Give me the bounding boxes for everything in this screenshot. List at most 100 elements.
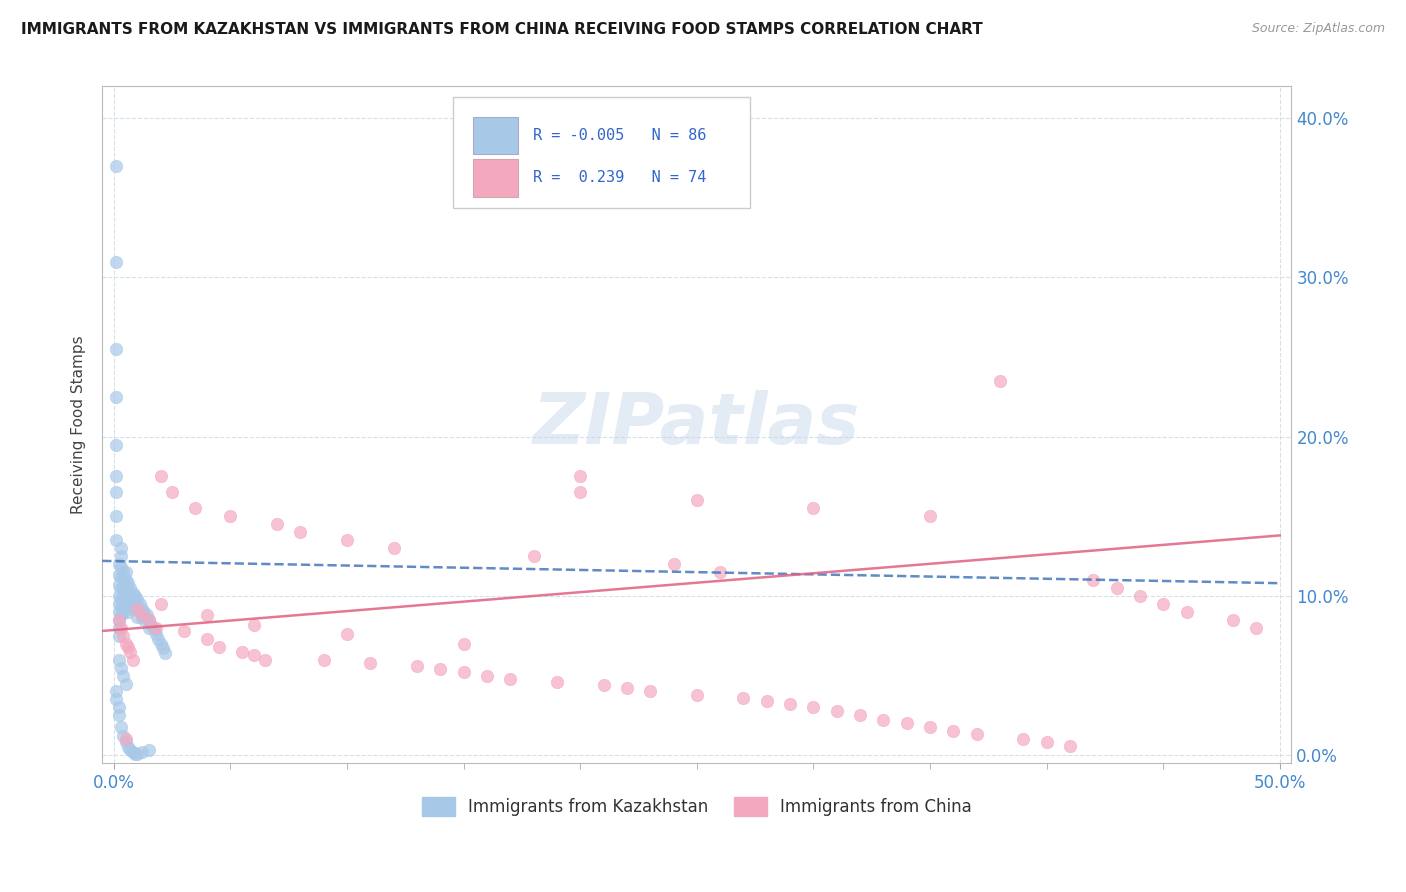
Point	[686, 493, 709, 508]
Point	[1129, 589, 1152, 603]
Point	[406, 659, 429, 673]
Point	[1105, 581, 1128, 595]
Point	[145, 621, 167, 635]
Point	[107, 597, 129, 611]
Point	[160, 485, 183, 500]
Point	[107, 605, 129, 619]
Point	[149, 469, 172, 483]
Point	[453, 665, 475, 680]
Point	[114, 637, 136, 651]
Point	[184, 501, 207, 516]
Point	[105, 342, 128, 356]
Point	[127, 609, 149, 624]
Point	[124, 597, 146, 611]
Point	[107, 613, 129, 627]
Point	[131, 609, 153, 624]
Point	[107, 708, 129, 723]
Point	[110, 600, 132, 615]
Point	[120, 581, 142, 595]
Point	[1175, 605, 1198, 619]
Point	[117, 605, 139, 619]
Point	[896, 716, 918, 731]
Point	[114, 592, 136, 607]
Point	[569, 469, 592, 483]
FancyBboxPatch shape	[453, 96, 751, 208]
Point	[124, 589, 146, 603]
Point	[1222, 613, 1244, 627]
Point	[131, 601, 153, 615]
Point	[112, 581, 135, 595]
Text: R = -0.005   N = 86: R = -0.005 N = 86	[533, 128, 706, 143]
Point	[114, 565, 136, 579]
Point	[638, 684, 661, 698]
Point	[107, 578, 129, 592]
Point	[105, 437, 128, 451]
Point	[141, 617, 163, 632]
Point	[849, 708, 872, 723]
Point	[105, 692, 128, 706]
Point	[138, 613, 160, 627]
Point	[124, 747, 146, 761]
Point	[231, 645, 253, 659]
Point	[117, 576, 139, 591]
Point	[918, 509, 941, 524]
Point	[112, 573, 135, 587]
Y-axis label: Receiving Food Stamps: Receiving Food Stamps	[72, 335, 86, 514]
Point	[107, 557, 129, 571]
Point	[135, 608, 157, 623]
Point	[110, 581, 132, 595]
Point	[114, 573, 136, 587]
Point	[1012, 732, 1035, 747]
Point	[1035, 735, 1057, 749]
Point	[121, 593, 143, 607]
Point	[105, 254, 128, 268]
Point	[107, 568, 129, 582]
Point	[336, 533, 359, 548]
Point	[121, 652, 143, 666]
Point	[546, 674, 568, 689]
Point	[173, 624, 195, 638]
Point	[290, 525, 312, 540]
Point	[110, 570, 132, 584]
Point	[145, 627, 167, 641]
Point	[803, 700, 825, 714]
Point	[1059, 739, 1081, 753]
Text: R =  0.239   N = 74: R = 0.239 N = 74	[533, 170, 706, 186]
Point	[107, 652, 129, 666]
Point	[966, 727, 988, 741]
Point	[148, 632, 170, 646]
Point	[662, 557, 685, 571]
Point	[242, 648, 264, 662]
Point	[382, 541, 405, 556]
Point	[127, 592, 149, 607]
Point	[107, 629, 129, 643]
Point	[149, 637, 172, 651]
Point	[153, 646, 176, 660]
Point	[112, 565, 135, 579]
Point	[112, 629, 135, 643]
Point	[127, 600, 149, 615]
Point	[114, 676, 136, 690]
Point	[1083, 573, 1105, 587]
Point	[569, 485, 592, 500]
Point	[755, 694, 778, 708]
Point	[152, 641, 174, 656]
Point	[138, 743, 160, 757]
Point	[117, 640, 139, 654]
Point	[499, 672, 522, 686]
Point	[105, 159, 128, 173]
Point	[121, 586, 143, 600]
Point	[110, 560, 132, 574]
Point	[105, 684, 128, 698]
Point	[219, 509, 242, 524]
Point	[709, 565, 731, 579]
Point	[918, 719, 941, 733]
Point	[112, 589, 135, 603]
Point	[523, 549, 546, 563]
Point	[988, 374, 1011, 388]
Point	[112, 668, 135, 682]
Point	[1152, 597, 1174, 611]
Point	[142, 623, 165, 637]
Point	[110, 549, 132, 563]
Point	[112, 605, 135, 619]
